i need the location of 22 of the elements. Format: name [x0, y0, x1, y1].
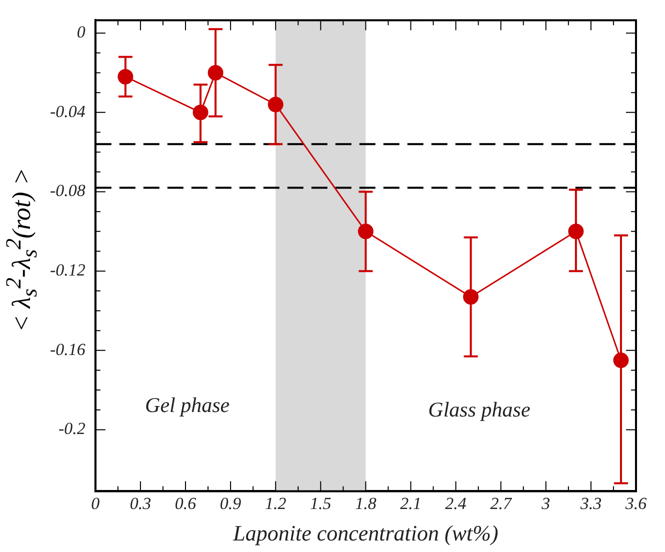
y-tick-label: -0.2 [58, 419, 86, 438]
x-tick-label: 2.7 [490, 494, 513, 513]
y-tick-label: -0.04 [50, 102, 86, 121]
y-tick-label: -0.08 [50, 181, 86, 200]
x-tick-label: 2.1 [400, 494, 422, 513]
x-axis-title: Laponite concentration (wt%) [232, 520, 498, 546]
x-tick-label: 0.6 [174, 494, 197, 513]
x-tick-label: 3.6 [624, 494, 648, 513]
y-tick-label: 0 [76, 22, 86, 42]
x-tick-label: 0.3 [130, 494, 152, 513]
x-tick-label: 0.9 [220, 494, 242, 513]
x-tick-label: 1.8 [355, 494, 377, 513]
x-tick-label: 3 [540, 494, 550, 513]
annotation: Gel phase [145, 392, 230, 417]
x-tick-label: 1.5 [310, 494, 332, 513]
x-tick-label: 2.4 [445, 494, 467, 513]
y-tick-label: -0.16 [50, 340, 86, 359]
x-tick-label: 0 [91, 494, 100, 513]
x-tick-label: 1.2 [264, 494, 287, 513]
annotation: Glass phase [428, 398, 530, 422]
y-tick-label: -0.12 [50, 260, 86, 280]
x-tick-label: 3.3 [579, 494, 602, 513]
